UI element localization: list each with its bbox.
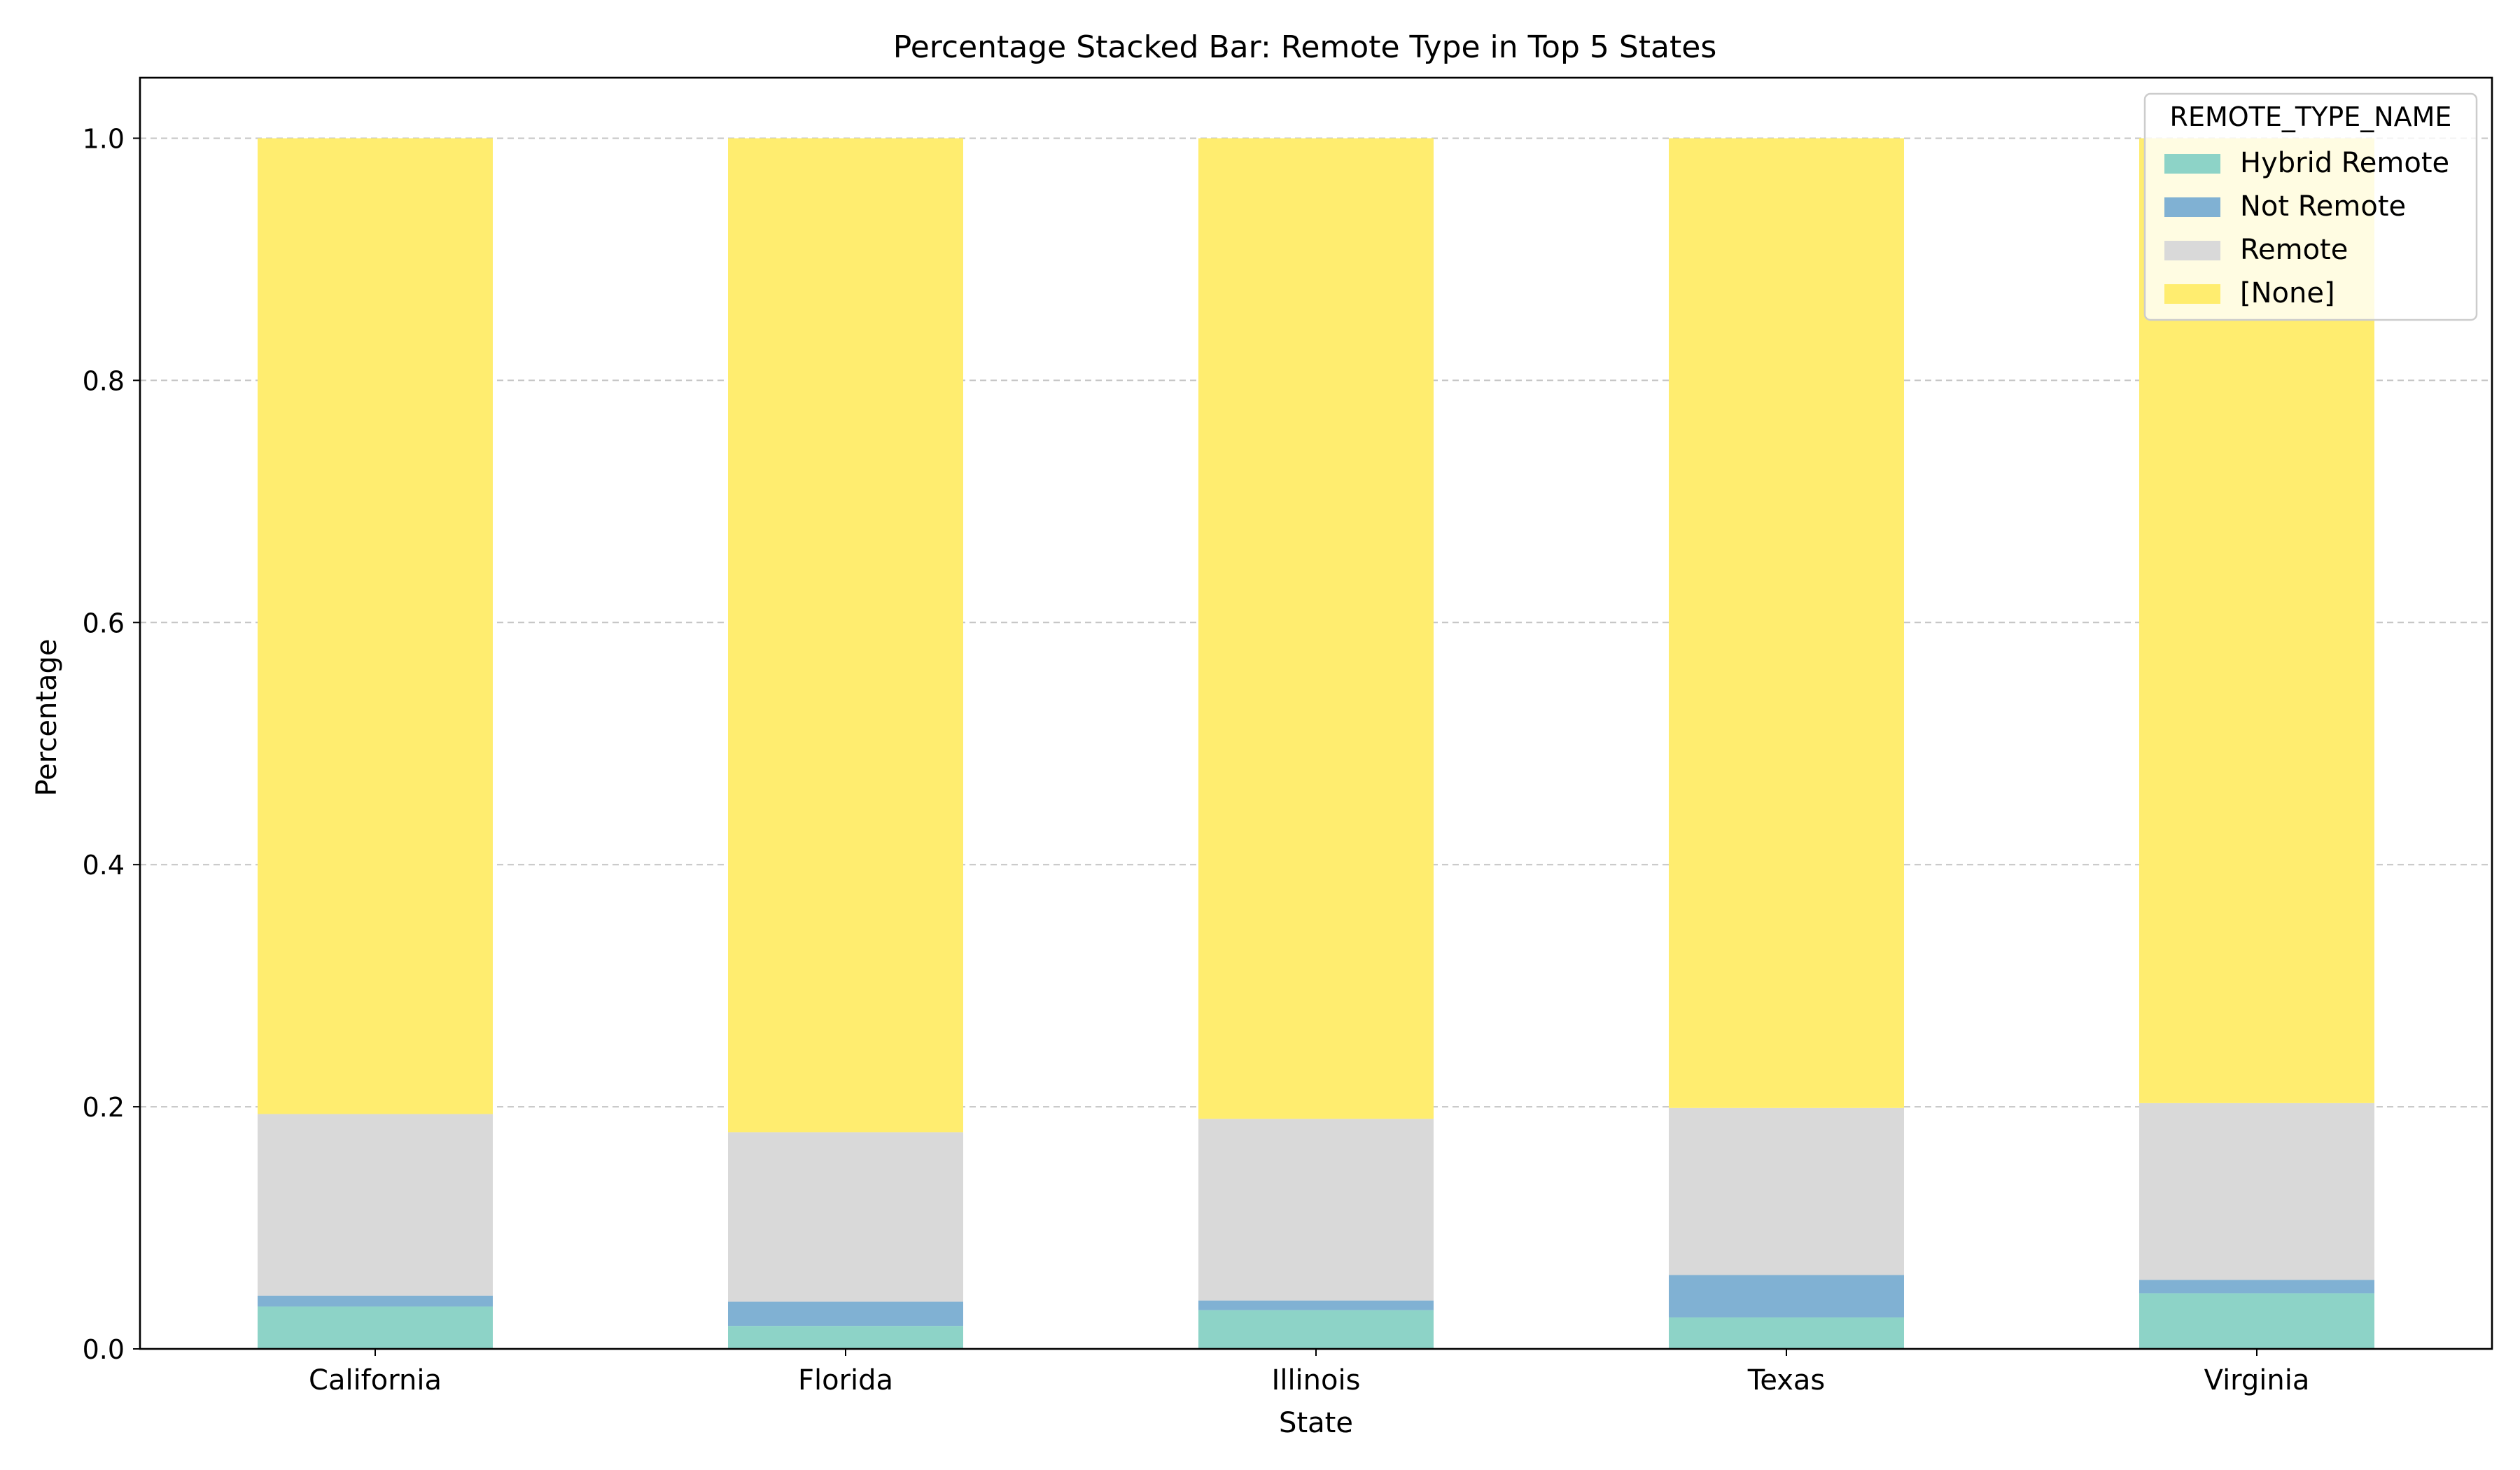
bar-illinois-none [1198, 138, 1434, 1119]
legend-label-remote: Remote [2240, 234, 2348, 266]
y-tick-label: 0.8 [83, 365, 125, 396]
y-axis: 0.0 0.2 0.4 0.6 0.8 1.0 [83, 123, 140, 1365]
bar-florida-remote [728, 1132, 963, 1302]
legend-swatch-hybrid-remote [2164, 154, 2220, 174]
x-axis: California Florida Illinois Texas Virginia [309, 1349, 2309, 1396]
bar-florida-not-remote [728, 1301, 963, 1326]
x-tick-label: Illinois [1272, 1364, 1361, 1396]
legend-swatch-remote [2164, 241, 2220, 260]
bar-virginia-not-remote [2139, 1280, 2374, 1294]
bar-california-not-remote [258, 1295, 493, 1307]
y-tick-label: 0.4 [83, 850, 125, 881]
y-tick-label: 0.0 [83, 1334, 125, 1365]
x-tick-label: Texas [1747, 1364, 1826, 1396]
x-tick-label: Florida [798, 1364, 893, 1396]
y-tick-label: 1.0 [83, 123, 125, 154]
legend-label-hybrid-remote: Hybrid Remote [2240, 147, 2449, 179]
chart-title: Percentage Stacked Bar: Remote Type in T… [893, 29, 1717, 65]
legend-swatch-none [2164, 284, 2220, 304]
y-tick-label: 0.6 [83, 608, 125, 638]
bar-virginia-remote [2139, 1102, 2374, 1280]
legend: REMOTE_TYPE_NAME Hybrid Remote Not Remote… [2143, 92, 2478, 321]
bar-virginia-hybrid-remote [2139, 1293, 2374, 1349]
legend-label-none: [None] [2240, 277, 2335, 309]
bar-florida-hybrid-remote [728, 1326, 963, 1349]
bar-illinois-remote [1198, 1119, 1434, 1301]
bar-texas-remote [1669, 1107, 1904, 1275]
bar-texas-hybrid-remote [1669, 1317, 1904, 1349]
x-tick-label: Virginia [2204, 1364, 2310, 1396]
legend-swatch-not-remote [2164, 197, 2220, 217]
y-axis-label: Percentage [31, 638, 63, 796]
bar-illinois-hybrid-remote [1198, 1310, 1434, 1349]
legend-title: REMOTE_TYPE_NAME [2170, 102, 2452, 132]
bar-texas-none [1669, 138, 1904, 1108]
bar-california-none [258, 138, 493, 1114]
bar-california-hybrid-remote [258, 1306, 493, 1349]
bar-texas-not-remote [1669, 1275, 1904, 1318]
x-axis-label: State [1279, 1407, 1353, 1439]
bar-illinois-not-remote [1198, 1300, 1434, 1310]
y-tick-label: 0.2 [83, 1092, 125, 1123]
bar-florida-none [728, 138, 963, 1133]
bars [258, 138, 2374, 1349]
bar-california-remote [258, 1114, 493, 1296]
legend-label-not-remote: Not Remote [2240, 190, 2406, 223]
legend-box [2143, 92, 2478, 321]
x-tick-label: California [309, 1364, 442, 1396]
